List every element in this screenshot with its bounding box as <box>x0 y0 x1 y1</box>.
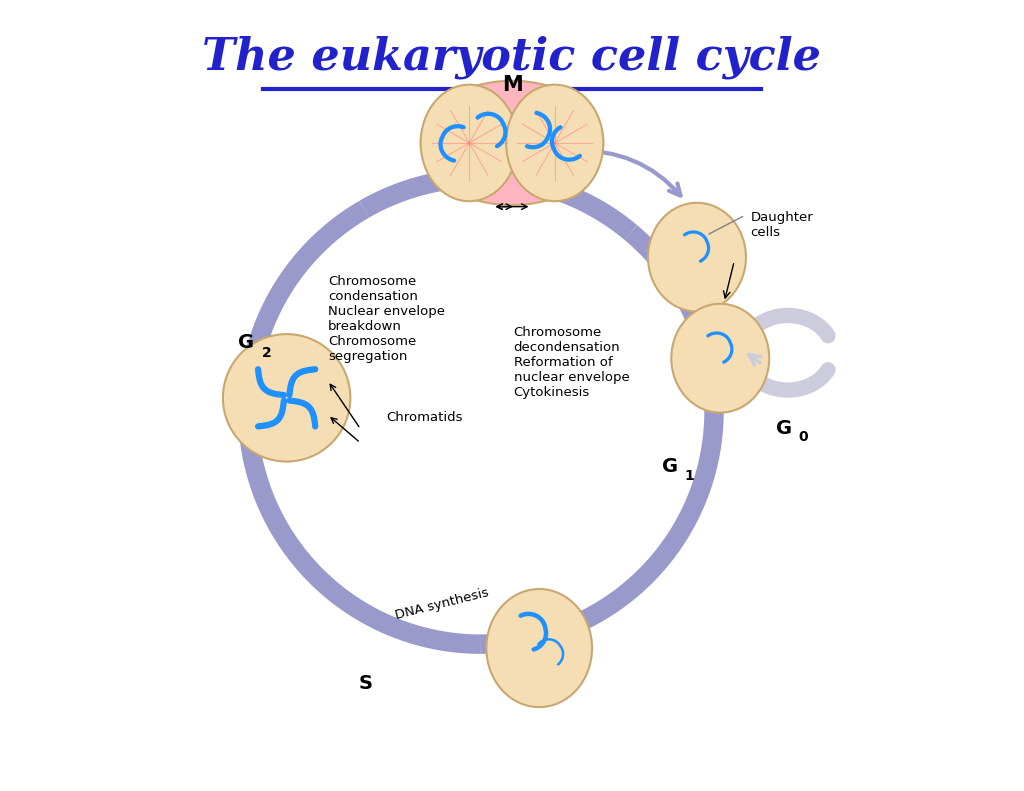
Ellipse shape <box>672 304 769 413</box>
Text: The eukaryotic cell cycle: The eukaryotic cell cycle <box>203 36 821 79</box>
Text: G: G <box>776 418 793 437</box>
Text: G: G <box>239 333 255 352</box>
Text: M: M <box>502 74 522 95</box>
Ellipse shape <box>648 202 745 312</box>
Text: 2: 2 <box>262 346 271 360</box>
Ellipse shape <box>223 334 350 462</box>
Ellipse shape <box>506 85 603 201</box>
Ellipse shape <box>421 81 603 205</box>
Text: 1: 1 <box>684 469 694 483</box>
Text: Daughter
cells: Daughter cells <box>751 210 813 239</box>
Text: Chromosome
condensation
Nuclear envelope
breakdown
Chromosome
segregation: Chromosome condensation Nuclear envelope… <box>328 275 444 363</box>
Text: Chromatids: Chromatids <box>386 411 463 424</box>
Ellipse shape <box>421 85 518 201</box>
Text: G: G <box>662 457 678 476</box>
Text: Chromosome
decondensation
Reformation of
nuclear envelope
Cytokinesis: Chromosome decondensation Reformation of… <box>514 326 630 399</box>
Text: 0: 0 <box>798 430 808 445</box>
Text: S: S <box>358 673 373 693</box>
Ellipse shape <box>486 589 592 707</box>
Text: DNA synthesis: DNA synthesis <box>394 586 490 622</box>
